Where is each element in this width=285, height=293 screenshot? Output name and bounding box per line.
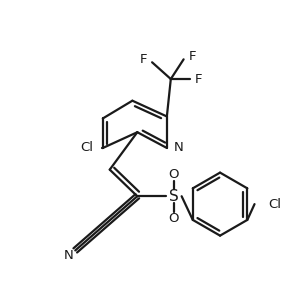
Text: O: O [168, 212, 179, 225]
Text: F: F [194, 73, 202, 86]
Text: Cl: Cl [268, 197, 281, 211]
Text: S: S [169, 189, 179, 204]
Text: N: N [174, 142, 184, 154]
Text: N: N [64, 249, 73, 262]
Text: O: O [168, 168, 179, 181]
Text: Cl: Cl [80, 142, 93, 154]
Text: F: F [189, 50, 196, 63]
Text: F: F [140, 53, 147, 66]
